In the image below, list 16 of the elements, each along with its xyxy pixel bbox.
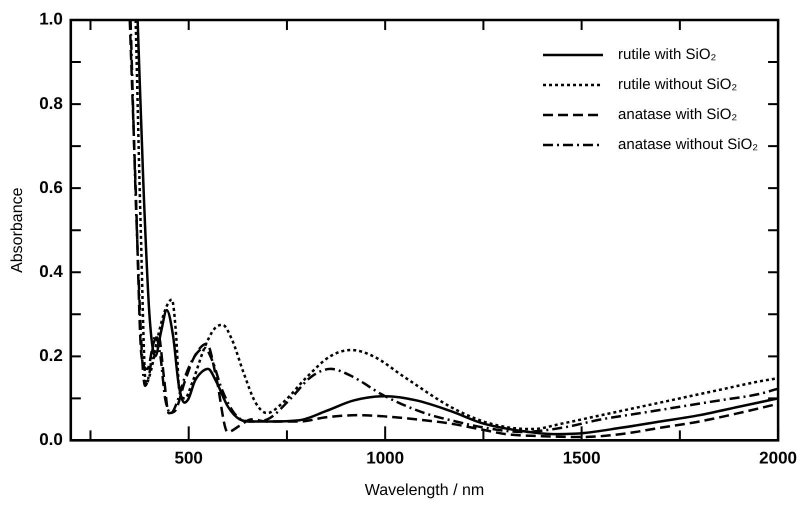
y-tick-label: 0.2 [39, 346, 63, 366]
y-axis-title: Absorbance [9, 187, 26, 273]
legend-label: rutile with SiO₂ [618, 46, 717, 64]
legend-label: anatase with SiO₂ [618, 106, 738, 124]
text: 0.0 [39, 430, 63, 450]
x-tick-label: 1000 [366, 448, 404, 468]
x-tick-label: 1500 [562, 448, 601, 468]
text: 1.0 [39, 10, 63, 29]
legend-label: rutile without SiO₂ [618, 76, 738, 94]
y-tick-label: 0.8 [39, 94, 63, 113]
x-tick-label: 2000 [759, 448, 798, 468]
x-tick-label: 500 [174, 448, 203, 468]
legend-label: anatase without SiO₂ [618, 136, 758, 154]
y-tick-label: 0.4 [39, 262, 64, 281]
x-axis-title: Wavelength / nm [364, 482, 484, 499]
y-tick-label: 0.6 [39, 178, 63, 197]
